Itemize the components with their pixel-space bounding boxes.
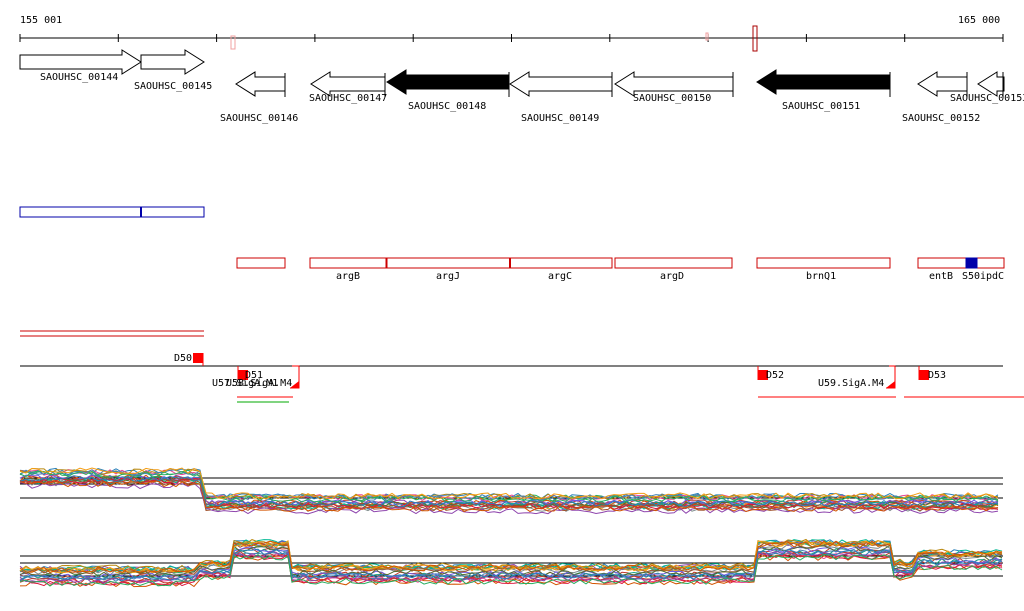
expression-track-1 [19, 467, 1003, 515]
expression-profile-line [19, 475, 999, 508]
gene-label: SAOUHSC_00149 [521, 113, 599, 124]
gene-name-label: argB [336, 271, 360, 282]
gene-name-marker[interactable] [965, 257, 978, 269]
gene-name-label: S50 [962, 271, 980, 282]
expression-profile-line [19, 470, 999, 503]
ruler-end-label: 165 000 [958, 15, 1000, 26]
gene-arrow[interactable] [140, 49, 205, 75]
gene-label: SAOUHSC_00150 [633, 93, 711, 104]
feature-d53[interactable] [919, 370, 929, 380]
gene-name-box[interactable] [309, 257, 387, 269]
gene-arrow[interactable] [235, 71, 286, 97]
gene-name-label: argJ [436, 271, 460, 282]
blue-region[interactable] [19, 206, 205, 218]
feature-label: D52 [766, 370, 784, 381]
feature-label: D53 [928, 370, 946, 381]
gene-label: SAOUHSC_00152 [902, 113, 980, 124]
gene-arrow[interactable] [19, 49, 142, 75]
feature-label: U58.SigA.M4 [226, 378, 292, 389]
gene-name-label: argC [548, 271, 572, 282]
expression-profile-line [19, 469, 999, 501]
expression-profile-line [19, 544, 1003, 578]
gene-name-box[interactable] [509, 257, 613, 269]
feature-label: D50 [174, 353, 192, 364]
expression-profile-line [19, 548, 1003, 582]
blue-region-track [19, 206, 205, 218]
feature-d52[interactable] [758, 370, 768, 380]
feature-d50[interactable] [193, 353, 203, 363]
gene-arrow-filled[interactable] [386, 69, 510, 95]
expression-profile-line [19, 480, 999, 513]
gene-name-label: brnQ1 [806, 271, 836, 282]
gene-arrow[interactable] [310, 71, 386, 97]
feature-label: D51 [245, 370, 263, 381]
feature-u58-arrow[interactable] [290, 381, 299, 388]
gene-name-box[interactable] [917, 257, 1005, 269]
gene-name-label: entB [929, 271, 953, 282]
gene-arrow[interactable] [509, 71, 613, 97]
gene-arrow[interactable] [917, 71, 968, 97]
gene-label: SAOUHSC_00146 [220, 113, 298, 124]
ruler-marker[interactable] [230, 35, 236, 50]
gene-label: SAOUHSC_00147 [309, 93, 387, 104]
coordinate-ruler: 155 001 165 000 [19, 15, 1004, 52]
gene-label: SAOUHSC_00144 [40, 72, 118, 83]
gene-arrow-filled[interactable] [756, 69, 891, 95]
gene-name-label: argD [660, 271, 684, 282]
expression-profile-line [19, 482, 999, 515]
features-track: D50 D51 U57.SigA.M1 U58.SigA.M4 D52 U59.… [20, 353, 1024, 403]
gene-name-box[interactable] [614, 257, 733, 269]
gene-name-label: ipdC [980, 271, 1004, 282]
expression-profile-line [19, 540, 1003, 574]
expression-profile-line [19, 548, 1003, 582]
gene-name-track: argB argJ argC argD brnQ1 entB S50 ipdC [236, 257, 1005, 282]
expression-profile-line [19, 550, 1003, 584]
ruler-viewport-marker[interactable] [752, 25, 758, 52]
gene-name-box[interactable] [756, 257, 891, 269]
feature-u59-arrow[interactable] [886, 381, 895, 388]
expression-profile-line [19, 553, 1003, 587]
gene-label: SAOUHSC_00148 [408, 101, 486, 112]
gene-name-box[interactable] [386, 257, 511, 269]
expression-track-2 [19, 538, 1003, 588]
ruler-start-label: 155 001 [20, 15, 62, 26]
gene-name-box[interactable] [236, 257, 286, 269]
gene-track: SAOUHSC_00144 SAOUHSC_00145 SAOUHSC_0014… [19, 49, 1024, 124]
gene-label: SAOUHSC_00151 [782, 101, 860, 112]
gene-label: SAOUHSC_00153 [950, 93, 1024, 104]
feature-d51[interactable] [238, 370, 248, 380]
gene-arrow[interactable] [614, 71, 734, 97]
red-line-track [20, 330, 204, 337]
feature-label: U57.SigA.M1 [212, 378, 278, 389]
expression-profile-line [19, 467, 999, 500]
feature-label: U59.SigA.M4 [818, 378, 884, 389]
gene-label: SAOUHSC_00145 [134, 81, 212, 92]
expression-profile-line [19, 538, 1003, 572]
ruler-marker[interactable] [705, 32, 709, 41]
